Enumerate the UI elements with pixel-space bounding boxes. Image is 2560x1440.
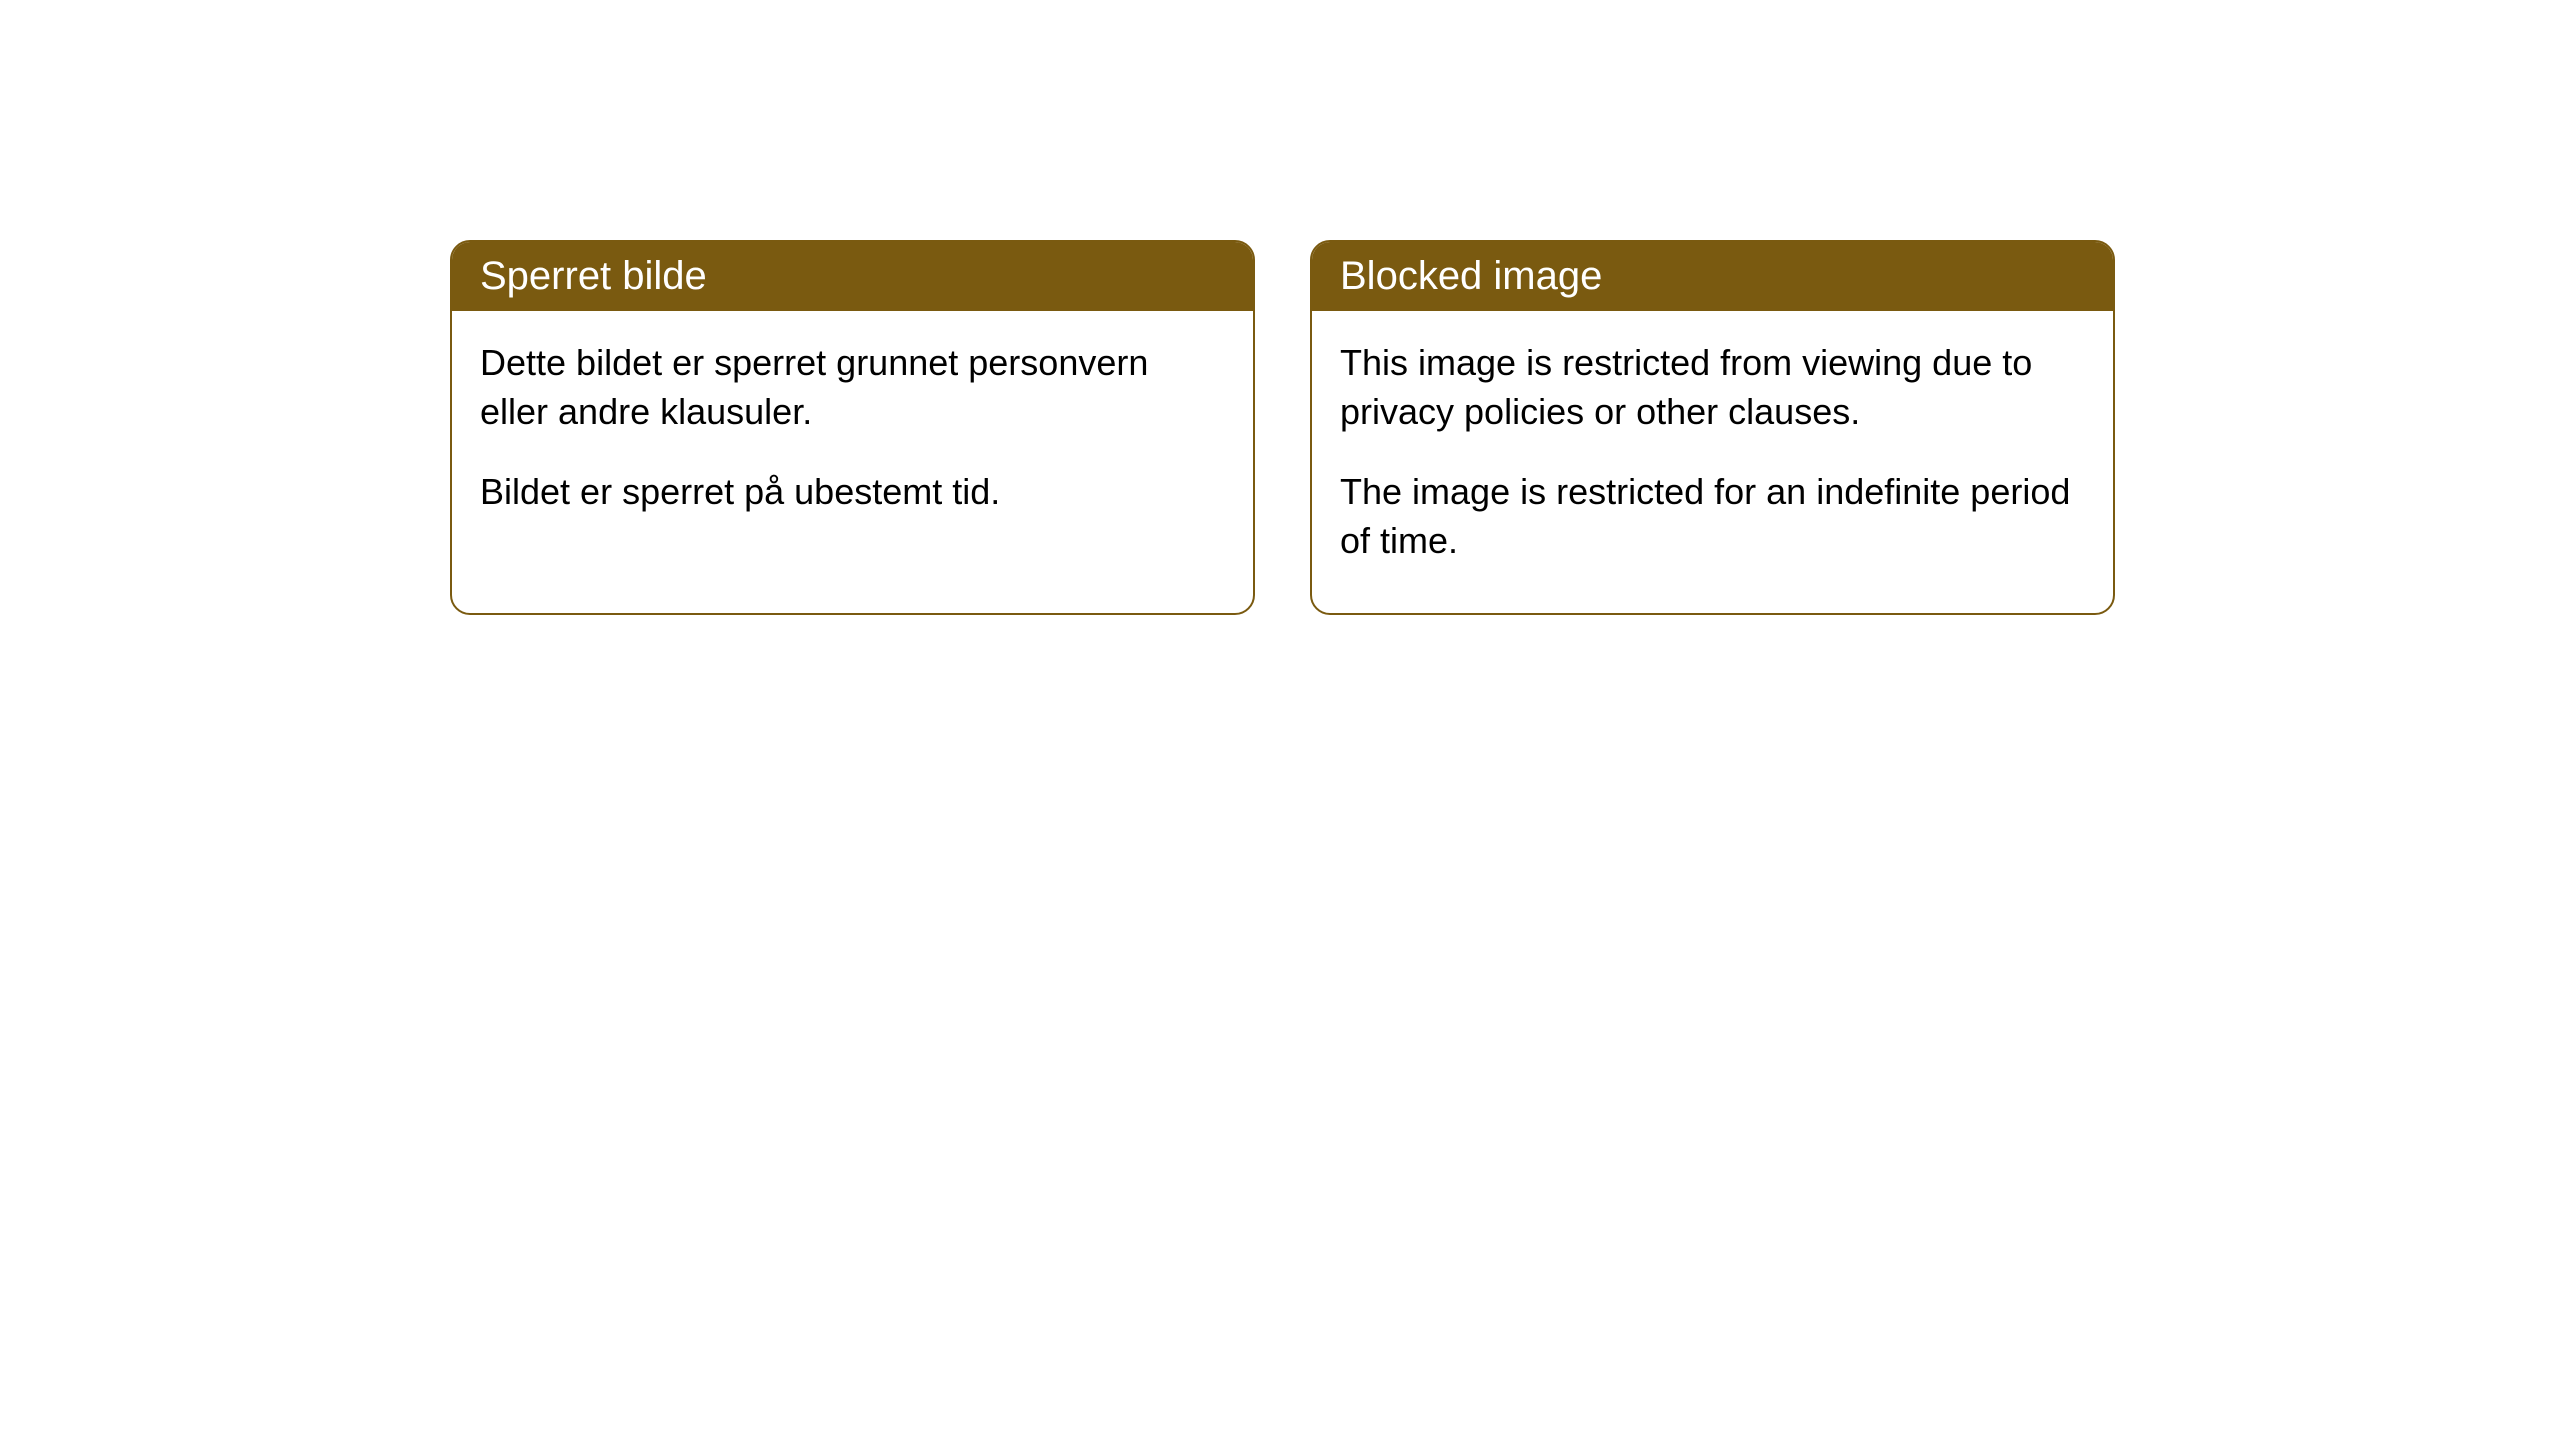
- notice-card-norwegian: Sperret bilde Dette bildet er sperret gr…: [450, 240, 1255, 615]
- notice-header-norwegian: Sperret bilde: [452, 242, 1253, 311]
- notice-cards-container: Sperret bilde Dette bildet er sperret gr…: [0, 0, 2560, 615]
- notice-card-english: Blocked image This image is restricted f…: [1310, 240, 2115, 615]
- notice-title-english: Blocked image: [1340, 254, 1602, 298]
- notice-paragraph-1-norwegian: Dette bildet er sperret grunnet personve…: [480, 339, 1225, 436]
- notice-paragraph-1-english: This image is restricted from viewing du…: [1340, 339, 2085, 436]
- notice-body-english: This image is restricted from viewing du…: [1312, 311, 2113, 613]
- notice-paragraph-2-norwegian: Bildet er sperret på ubestemt tid.: [480, 468, 1225, 517]
- notice-body-norwegian: Dette bildet er sperret grunnet personve…: [452, 311, 1253, 565]
- notice-paragraph-2-english: The image is restricted for an indefinit…: [1340, 468, 2085, 565]
- notice-header-english: Blocked image: [1312, 242, 2113, 311]
- notice-title-norwegian: Sperret bilde: [480, 254, 707, 298]
